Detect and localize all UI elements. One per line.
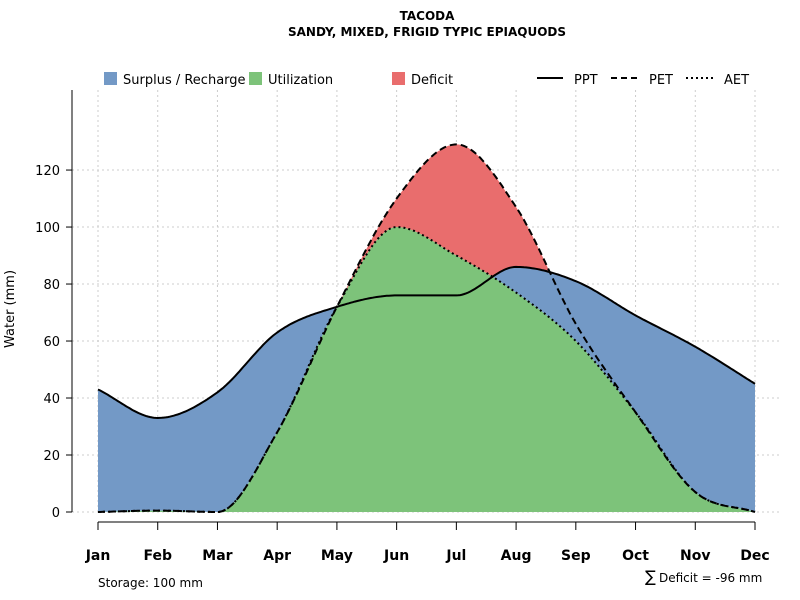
y-tick-label: 20 <box>43 449 60 464</box>
legend-swatch-utilization <box>249 72 262 85</box>
pet-line <box>98 143 756 513</box>
x-tick-label-aug: Aug <box>501 548 532 564</box>
x-tick-label-apr: Apr <box>263 548 291 564</box>
x-tick-label-feb: Feb <box>143 548 172 564</box>
legend-swatch-deficit <box>392 72 405 85</box>
x-tick-label-may: May <box>321 548 353 564</box>
legend-swatch-surplus <box>104 72 117 85</box>
y-axis-label: Water (mm) <box>3 270 18 348</box>
x-tick-label-jun: Jun <box>383 548 409 564</box>
y-axis-ticks: 0 20 40 60 80 100 120 <box>35 164 72 521</box>
deficit-sum-symbol: ∑ <box>645 567 656 586</box>
surplus-area <box>98 306 337 512</box>
x-tick-label-sep: Sep <box>561 548 591 564</box>
y-tick-label: 80 <box>43 278 60 293</box>
legend-label-pet: PET <box>649 73 673 88</box>
storage-note: Storage: 100 mm <box>98 576 203 590</box>
chart-subtitle: SANDY, MIXED, FRIGID TYPIC EPIAQUODS <box>288 25 566 39</box>
axes <box>71 90 755 523</box>
ppt-line <box>97 265 756 420</box>
y-tick-label: 0 <box>52 506 60 521</box>
area-fills <box>98 144 755 512</box>
series-lines <box>97 143 756 513</box>
x-tick-label-dec: Dec <box>740 548 769 564</box>
y-tick-label: 60 <box>43 335 60 350</box>
legend-label-utilization: Utilization <box>268 73 333 88</box>
legend-label-ppt: PPT <box>574 73 598 88</box>
legend-label-aet: AET <box>724 73 749 88</box>
aet-line <box>98 225 756 513</box>
x-axis-ticks: Jan Feb Mar Apr May Jun Jul Aug Sep Oct Nov Dec <box>85 522 770 564</box>
legend-label-deficit: Deficit <box>411 73 453 88</box>
x-tick-label-jul: Jul <box>445 548 466 564</box>
x-tick-label-nov: Nov <box>680 548 710 564</box>
x-tick-label-mar: Mar <box>202 548 232 564</box>
legend-label-surplus: Surplus / Recharge <box>123 73 246 88</box>
deficit-note: Deficit = -96 mm <box>659 571 762 585</box>
surplus-area <box>492 266 755 512</box>
y-tick-label: 100 <box>35 221 60 236</box>
legend: Surplus / Recharge Utilization Deficit P… <box>104 72 749 88</box>
y-tick-label: 120 <box>35 164 60 179</box>
x-tick-label-jan: Jan <box>85 548 111 564</box>
x-tick-label-oct: Oct <box>622 548 649 564</box>
deficit-area <box>336 144 550 307</box>
utilization-area <box>217 227 755 512</box>
chart-title: TACODA <box>400 9 456 23</box>
y-tick-label: 40 <box>43 392 60 407</box>
